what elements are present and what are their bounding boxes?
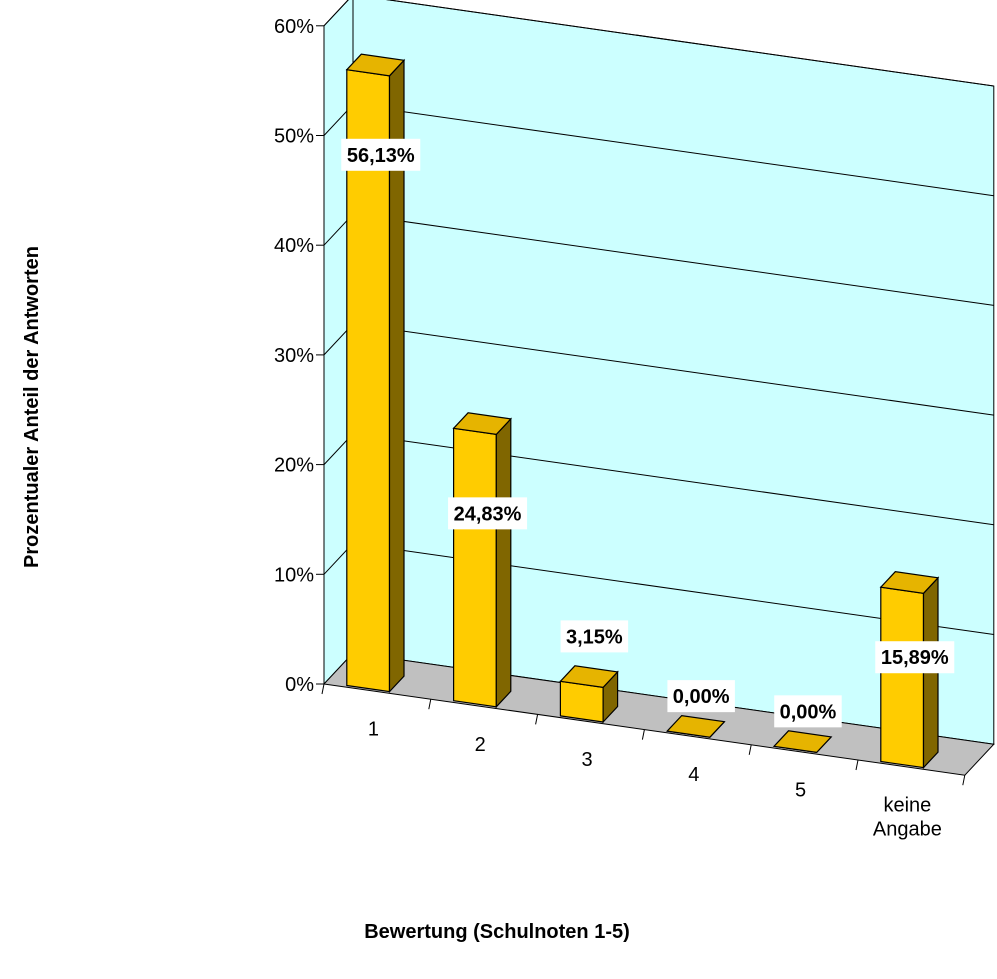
data-label: 0,00% bbox=[667, 680, 735, 713]
data-label: 0,00% bbox=[774, 695, 842, 728]
bar-top bbox=[559, 665, 619, 689]
x-tick-mark bbox=[535, 714, 539, 725]
x-axis-title: Bewertung (Schulnoten 1-5) bbox=[364, 921, 630, 943]
bar bbox=[559, 665, 619, 724]
data-label: 24,83% bbox=[448, 497, 528, 530]
bar bbox=[452, 412, 513, 709]
data-label-text: 24,83% bbox=[454, 503, 522, 525]
bar bbox=[345, 53, 406, 694]
x-tick-label: keine Angabe bbox=[873, 795, 942, 841]
data-label: 56,13% bbox=[341, 138, 421, 171]
bar-side bbox=[495, 417, 512, 709]
data-label: 15,89% bbox=[875, 641, 955, 674]
data-label-text: 56,13% bbox=[347, 145, 415, 167]
y-tick-label: 40% bbox=[274, 235, 314, 257]
x-tick-label-line: Angabe bbox=[873, 819, 942, 841]
bar-top bbox=[665, 714, 726, 738]
bar-front bbox=[559, 680, 604, 723]
y-tick-label: 30% bbox=[274, 345, 314, 367]
data-label-background bbox=[341, 138, 421, 171]
y-tick-label: 50% bbox=[274, 126, 314, 148]
x-tick-label: 1 bbox=[368, 719, 379, 741]
bar-front bbox=[880, 586, 925, 769]
bar-top bbox=[772, 730, 833, 754]
y-tick-label: 20% bbox=[274, 455, 314, 477]
data-label-text: 0,00% bbox=[673, 686, 730, 708]
bar bbox=[879, 571, 940, 770]
axes: 0% 10% 20% 30% 40% 50% 60% 1 2 3 4 5 keine Angabe bbox=[274, 16, 966, 841]
data-label-text: 0,00% bbox=[780, 701, 837, 723]
y-axis-title: Prozentualer Anteil der Antworten bbox=[21, 246, 43, 568]
data-label-background bbox=[667, 680, 735, 713]
x-tick-label: 2 bbox=[475, 734, 486, 756]
bar-top bbox=[452, 412, 513, 436]
gridline bbox=[323, 0, 994, 87]
data-label-background bbox=[875, 641, 955, 674]
x-tick-mark bbox=[962, 775, 966, 786]
data-label-background bbox=[448, 497, 528, 530]
y-tick-label: 0% bbox=[285, 674, 314, 696]
x-tick-label-line: keine bbox=[883, 795, 931, 817]
x-tick-mark bbox=[321, 683, 325, 695]
bar-front bbox=[453, 427, 497, 708]
y-tick-label: 60% bbox=[274, 16, 314, 38]
x-tick-label: 3 bbox=[581, 749, 592, 771]
x-tick-label: 5 bbox=[795, 779, 806, 801]
data-label-background bbox=[560, 620, 629, 653]
bars bbox=[345, 53, 940, 770]
data-label-text: 3,15% bbox=[566, 626, 623, 648]
bar-top bbox=[345, 53, 406, 77]
x-tick-mark bbox=[748, 744, 752, 755]
data-label-text: 15,89% bbox=[881, 647, 949, 669]
data-label: 3,15% bbox=[560, 620, 629, 653]
bar bbox=[772, 730, 833, 754]
bar bbox=[665, 714, 726, 738]
bar-top bbox=[879, 571, 940, 594]
x-tick-mark bbox=[428, 699, 432, 710]
y-tick-label: 10% bbox=[274, 564, 314, 586]
data-labels: 56,13% 24,83% 3,15% 0,00% 0,00% 15,89% bbox=[341, 138, 955, 728]
x-tick-label: 4 bbox=[688, 764, 699, 786]
x-tick-mark bbox=[855, 759, 859, 771]
data-label-background bbox=[774, 695, 842, 728]
x-tick-mark bbox=[641, 729, 645, 740]
